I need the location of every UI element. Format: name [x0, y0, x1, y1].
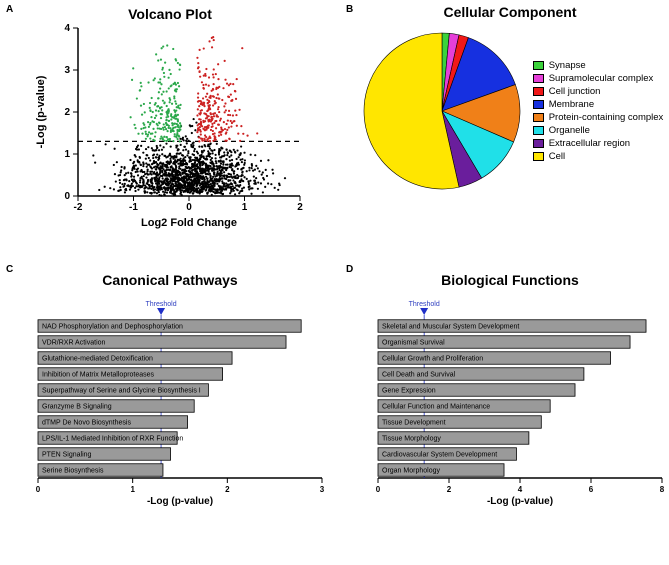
svg-text:0: 0: [376, 485, 381, 494]
svg-text:3: 3: [64, 65, 70, 76]
panel-d-title: Biological Functions: [350, 272, 669, 288]
svg-text:PTEN Signaling: PTEN Signaling: [42, 452, 92, 459]
legend-item: Cell junction: [533, 86, 664, 97]
panel-a: A Volcano Plot -2 -1 0 1 2 0 1 2 3 4 -Log (p-value…: [0, 0, 340, 260]
svg-text:Cardiovascular System Developm: Cardiovascular System Development: [382, 452, 497, 459]
panel-c-letter: C: [6, 264, 13, 275]
svg-text:6: 6: [589, 485, 594, 494]
svg-text:Cellular Growth and Proliferat: Cellular Growth and Proliferation: [382, 356, 483, 363]
legend-item: Organelle: [533, 125, 664, 136]
svg-text:0: 0: [36, 485, 41, 494]
svg-text:Log2 Fold Change: Log2 Fold Change: [141, 217, 237, 229]
svg-text:Organ Morphology: Organ Morphology: [382, 468, 440, 475]
legend-item: Cell: [533, 151, 664, 162]
svg-text:Cellular Function and Maintena: Cellular Function and Maintenance: [382, 404, 490, 411]
svg-text:NAD Phosphorylation and Dephos: NAD Phosphorylation and Dephosphorylatio…: [42, 324, 183, 331]
svg-text:1: 1: [130, 485, 135, 494]
panel-b-title: Cellular Component: [340, 4, 669, 20]
svg-text:2: 2: [447, 485, 452, 494]
legend-item: Extracellular region: [533, 138, 664, 149]
svg-text:Granzyme B Signaling: Granzyme B Signaling: [42, 404, 112, 411]
svg-text:Tissue Development: Tissue Development: [382, 420, 446, 427]
legend-item: Membrane: [533, 99, 664, 110]
svg-text:4: 4: [518, 485, 523, 494]
canonical-pathways-chart: 0 1 2 3 -Log (p-value) Threshold NAD Phosphory…: [10, 296, 330, 506]
panel-d-letter: D: [346, 264, 353, 275]
panel-b: B Cellular Component Synapse Supramolecul…: [340, 0, 669, 260]
svg-text:8: 8: [660, 485, 665, 494]
svg-text:LPS/IL-1 Mediated Inhibition o: LPS/IL-1 Mediated Inhibition of RXR Func…: [42, 436, 183, 443]
pie-legend: Synapse Supramolecular complex Cell juncti…: [533, 58, 664, 164]
svg-text:4: 4: [64, 23, 70, 34]
svg-text:0: 0: [186, 202, 192, 213]
svg-text:Inhibition of Matrix Metallopr: Inhibition of Matrix Metalloproteases: [42, 372, 155, 379]
svg-text:2: 2: [225, 485, 230, 494]
svg-text:1: 1: [242, 202, 248, 213]
svg-text:-1: -1: [129, 202, 138, 213]
legend-item: Protein-containing complex: [533, 112, 664, 123]
volcano-plot: -2 -1 0 1 2 0 1 2 3 4 -Log (p-value) Log2 Fold Chan…: [30, 22, 310, 232]
panel-c: C Canonical Pathways 0 1 2 3 -Log (p-value) T…: [0, 260, 340, 565]
svg-text:-Log (p-value): -Log (p-value): [487, 496, 553, 506]
svg-text:Gene Expression: Gene Expression: [382, 388, 436, 395]
svg-text:0: 0: [64, 191, 70, 202]
panel-a-letter: A: [6, 4, 13, 15]
svg-text:-Log (p-value): -Log (p-value): [147, 496, 213, 506]
pie-chart: [357, 26, 527, 196]
svg-text:-2: -2: [74, 202, 83, 213]
svg-text:Glutathione-mediated Detoxific: Glutathione-mediated Detoxification: [42, 356, 153, 363]
svg-text:Threshold: Threshold: [409, 301, 440, 308]
svg-text:2: 2: [297, 202, 303, 213]
panel-b-letter: B: [346, 4, 353, 15]
svg-text:Serine Biosynthesis: Serine Biosynthesis: [42, 468, 104, 475]
svg-text:3: 3: [320, 485, 325, 494]
panel-d: D Biological Functions 0 2 4 6 8 -Log (p-valu…: [340, 260, 669, 565]
legend-item: Supramolecular complex: [533, 73, 664, 84]
svg-text:2: 2: [64, 107, 70, 118]
svg-text:Threshold: Threshold: [145, 301, 176, 308]
panel-a-title: Volcano Plot: [10, 6, 330, 22]
panel-c-title: Canonical Pathways: [10, 272, 330, 288]
svg-text:dTMP De Novo Biosynthesis: dTMP De Novo Biosynthesis: [42, 420, 131, 427]
svg-text:Superpathway of Serine and Gly: Superpathway of Serine and Glycine Biosy…: [42, 388, 201, 395]
legend-item: Synapse: [533, 60, 664, 71]
svg-text:Skeletal and Muscular System D: Skeletal and Muscular System Development: [382, 324, 519, 331]
svg-text:Organismal Survival: Organismal Survival: [382, 340, 445, 347]
svg-text:Tissue Morphology: Tissue Morphology: [382, 436, 441, 443]
biological-functions-chart: 0 2 4 6 8 -Log (p-value) Threshold Skeletal and…: [350, 296, 669, 506]
svg-text:-Log (p-value): -Log (p-value): [35, 75, 47, 148]
svg-text:VDR/RXR Activation: VDR/RXR Activation: [42, 340, 106, 347]
svg-text:Cell Death and Survival: Cell Death and Survival: [382, 372, 456, 379]
svg-text:1: 1: [64, 149, 70, 160]
